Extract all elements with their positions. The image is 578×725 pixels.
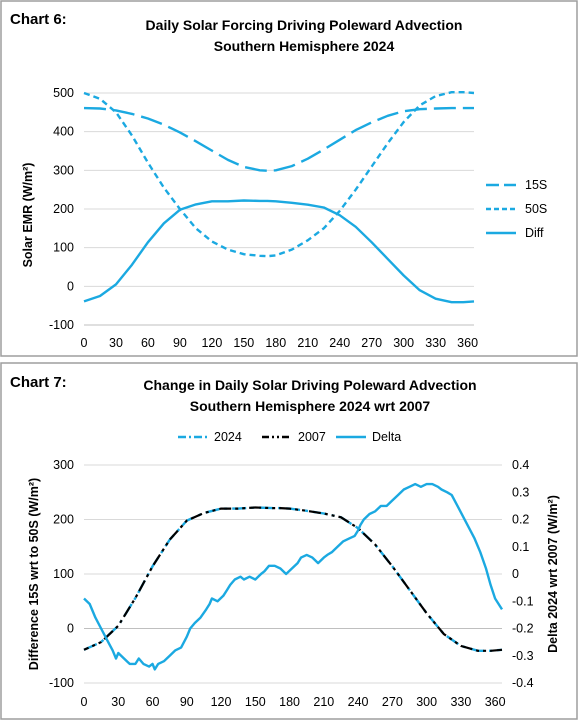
chart7-title-line2: Southern Hemisphere 2024 wrt 2007 — [190, 398, 431, 414]
chart6-y-tick-label: 400 — [53, 125, 74, 139]
chart6-title-line1: Daily Solar Forcing Driving Poleward Adv… — [146, 17, 463, 33]
chart7-right-tick-label: -0.1 — [512, 594, 534, 608]
chart6-x-tick-label: 240 — [329, 336, 350, 350]
chart7-right-tick-label: 0.3 — [512, 485, 529, 499]
chart7-series-2007 — [83, 506, 503, 652]
chart6-legend-label: 50S — [525, 202, 547, 216]
chart6-x-tick-label: 210 — [297, 336, 318, 350]
chart7-x-tick-label: 330 — [450, 695, 471, 709]
chart7-title-line1: Change in Daily Solar Driving Poleward A… — [143, 377, 476, 393]
chart6-x-tick-label: 300 — [393, 336, 414, 350]
chart7-x-tick-label: 270 — [382, 695, 403, 709]
chart6-y-tick-label: 200 — [53, 202, 74, 216]
chart7-x-tick-label: 90 — [180, 695, 194, 709]
chart7-legend-label: 2024 — [214, 430, 242, 444]
chart6-title-line2: Southern Hemisphere 2024 — [214, 38, 395, 54]
chart7-x-tick-label: 180 — [279, 695, 300, 709]
chart6-x-tick-label: 330 — [425, 336, 446, 350]
chart6-x-tick-label: 270 — [361, 336, 382, 350]
chart6-y-tick-label: 300 — [53, 163, 74, 177]
chart7-x-tick-label: 210 — [313, 695, 334, 709]
chart7-series-delta — [83, 482, 504, 671]
chart6-y-tick-label: 100 — [53, 241, 74, 255]
chart6-x-tick-label: 180 — [265, 336, 286, 350]
chart7-right-tick-label: -0.3 — [512, 649, 534, 663]
chart7-legend-label: 2007 — [298, 430, 326, 444]
chart6-x-tick-label: 360 — [457, 336, 478, 350]
chart6-series-diff — [83, 199, 475, 304]
chart7-panel-border — [0, 362, 578, 720]
chart6-series-50s — [83, 91, 475, 258]
chart6-legend-label: 15S — [525, 178, 547, 192]
chart7-right-tick-label: -0.2 — [512, 622, 534, 636]
chart7-x-tick-label: 0 — [81, 695, 88, 709]
chart6-y-tick-label: 0 — [67, 279, 74, 293]
chart6-x-tick-label: 90 — [173, 336, 187, 350]
chart6-panel-label: Chart 6: — [10, 11, 67, 28]
chart7-x-tick-label: 360 — [485, 695, 506, 709]
chart6-panel-border — [0, 0, 578, 357]
chart7-x-tick-label: 30 — [111, 695, 125, 709]
chart7-x-tick-label: 60 — [146, 695, 160, 709]
chart7-x-tick-label: 120 — [211, 695, 232, 709]
chart6-y-tick-label: 500 — [53, 86, 74, 100]
chart6-x-tick-label: 120 — [201, 336, 222, 350]
chart6-y-tick-label: -100 — [49, 318, 74, 332]
chart6-x-tick-label: 0 — [81, 336, 88, 350]
chart7-x-tick-label: 240 — [348, 695, 369, 709]
chart7-right-tick-label: 0.4 — [512, 458, 529, 472]
chart7-x-tick-label: 300 — [416, 695, 437, 709]
chart7-right-tick-label: 0.2 — [512, 513, 529, 527]
chart7-left-tick-label: 100 — [53, 567, 74, 581]
chart7-left-axis-label: Difference 15S wrt to 50S (W/m²) — [27, 478, 41, 670]
chart7-right-tick-label: -0.4 — [512, 676, 534, 690]
chart6-y-axis-label: Solar EMR (W/m²) — [21, 163, 35, 268]
chart6-x-tick-label: 150 — [233, 336, 254, 350]
chart7-right-tick-label: 0 — [512, 567, 519, 581]
chart7-left-tick-label: -100 — [49, 676, 74, 690]
chart6-x-tick-label: 60 — [141, 336, 155, 350]
chart7-x-tick-label: 150 — [245, 695, 266, 709]
chart7-left-tick-label: 200 — [53, 513, 74, 527]
chart6-legend-label: Diff — [525, 226, 544, 240]
chart7-left-tick-label: 300 — [53, 458, 74, 472]
chart7-legend-label: Delta — [372, 430, 401, 444]
chart7-left-tick-label: 0 — [67, 622, 74, 636]
chart7-right-tick-label: 0.1 — [512, 540, 529, 554]
chart7-right-axis-label: Delta 2024 wrt 2007 (W/m²) — [546, 495, 560, 653]
chart6-x-tick-label: 30 — [109, 336, 123, 350]
chart7-panel-label: Chart 7: — [10, 374, 67, 391]
